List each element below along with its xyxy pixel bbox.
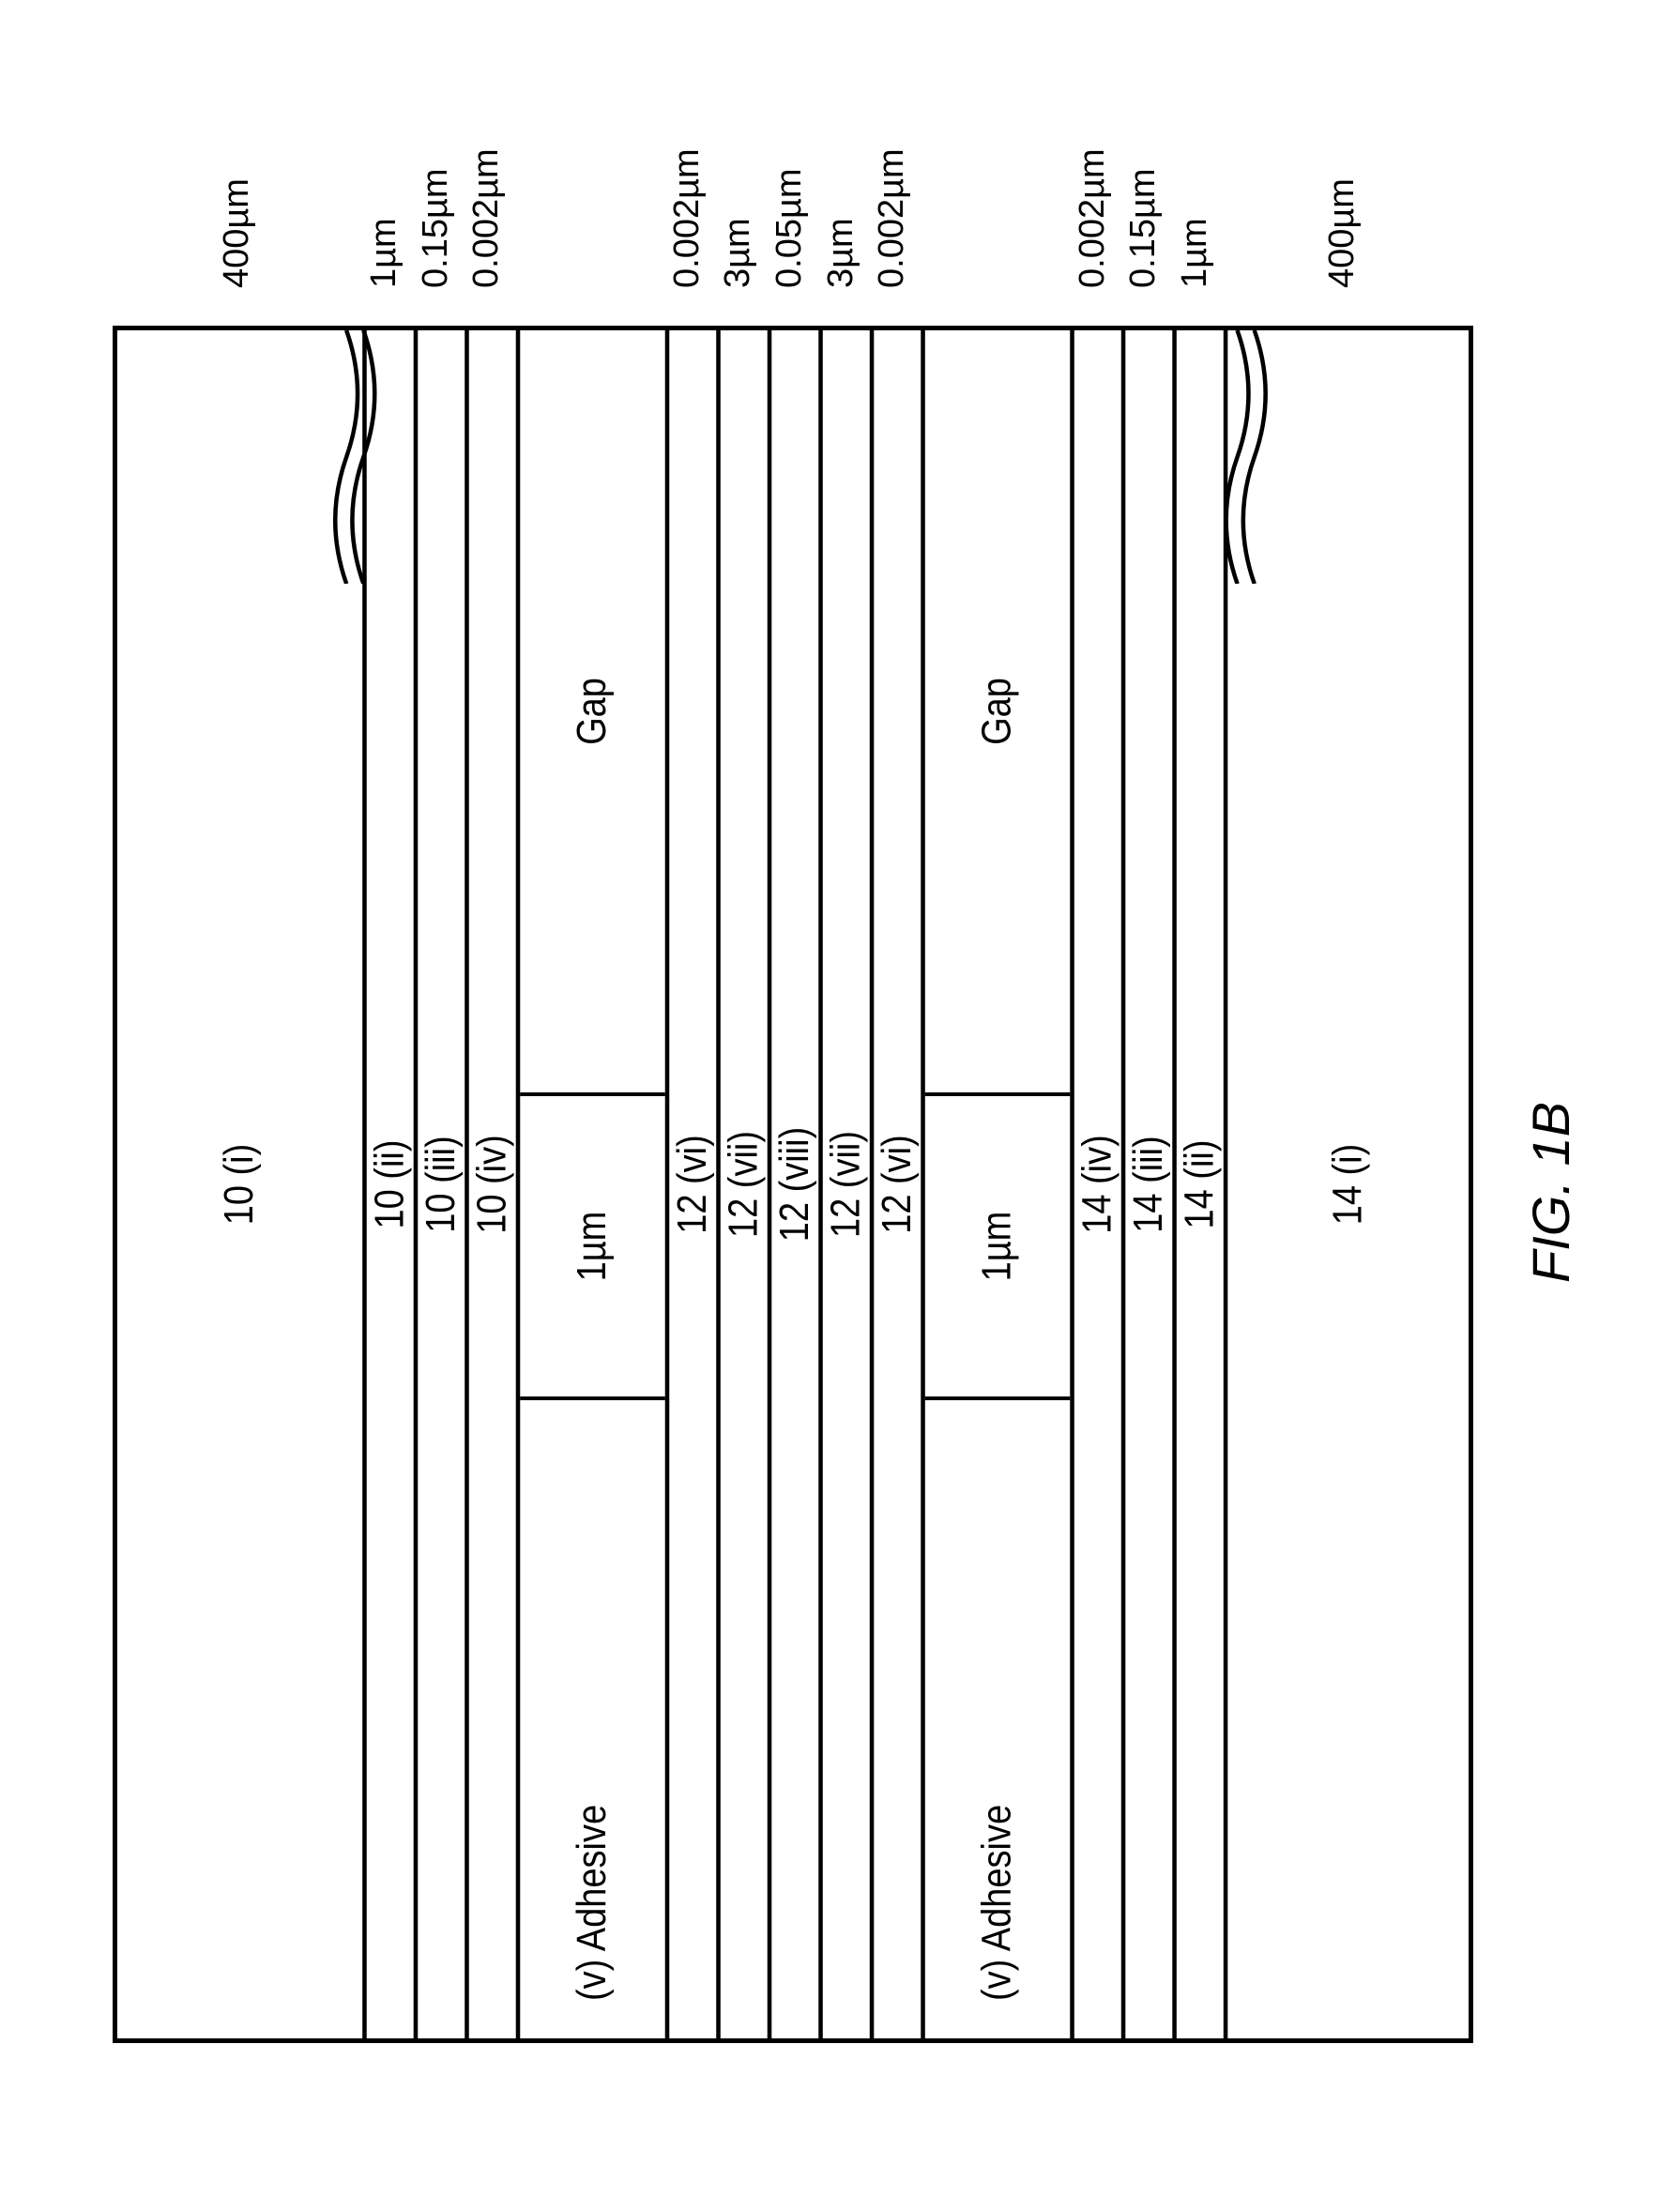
gap-row: (v) Adhesive1µmGap — [516, 330, 665, 2038]
layer-label: 12 (vii) — [721, 1131, 767, 1238]
thickness-label: 0.002µm — [872, 148, 912, 288]
layer-label: 12 (vii) — [823, 1131, 869, 1238]
thickness-label: 1µm — [1175, 218, 1215, 288]
layer-row: 10 (iii) — [414, 330, 465, 2038]
thickness-label: 0.15µm — [416, 168, 456, 288]
thickness-label: 0.15µm — [1123, 168, 1164, 288]
layer-label: 14 (iii) — [1126, 1136, 1172, 1232]
layer-row: 12 (vii) — [818, 330, 870, 2038]
layer-label: 10 (iv) — [469, 1135, 515, 1234]
layer-label: 14 (ii) — [1177, 1139, 1223, 1228]
wavy-break-icon — [1222, 330, 1254, 584]
figure-caption: FIG. 1B — [1520, 1102, 1581, 1283]
layer-row: 10 (ii) — [362, 330, 414, 2038]
layer-label: 10 (i) — [217, 1144, 263, 1226]
gap-thickness-box: 1µm — [925, 1092, 1070, 1396]
layer-label: 14 (iv) — [1074, 1135, 1120, 1234]
layer-stack-diagram: 10 (i) 10 (ii)10 (iii)10 (iv)(v) Adhesiv… — [113, 326, 1473, 2043]
thickness-label: 3µm — [718, 218, 758, 288]
canvas: 10 (i) 10 (ii)10 (iii)10 (iv)(v) Adhesiv… — [0, 0, 1660, 2212]
layer-label: 14 (i) — [1325, 1144, 1371, 1226]
layer-row: 12 (viii) — [768, 330, 819, 2038]
thickness-label: 0.002µm — [1073, 148, 1113, 288]
layer-row: 12 (vi) — [870, 330, 921, 2038]
gap-row: (v) Adhesive1µmGap — [921, 330, 1070, 2038]
layer-column: 10 (i) 10 (ii)10 (iii)10 (iv)(v) Adhesiv… — [117, 330, 1652, 2038]
thickness-label: 0.002µm — [466, 148, 507, 288]
layer-label: 10 (ii) — [367, 1139, 413, 1228]
thickness-label: 0.05µm — [769, 168, 810, 288]
layer-row: 12 (vii) — [716, 330, 768, 2038]
layer-row: 14 (i) — [1224, 330, 1469, 2038]
gap-thickness-box: 1µm — [520, 1092, 664, 1396]
layer-row: 14 (ii) — [1172, 330, 1224, 2038]
adhesive-box: (v) Adhesive — [520, 1396, 664, 2038]
thickness-label: 1µm — [364, 218, 404, 288]
adhesive-box: (v) Adhesive — [925, 1396, 1070, 2038]
page-rotated: 10 (i) 10 (ii)10 (iii)10 (iv) (v) Adhesiv… — [0, 552, 1660, 2212]
thickness-label: 3µm — [821, 218, 861, 288]
gap-label-box: Gap — [925, 330, 1070, 1092]
thickness-label: 400µm — [1322, 178, 1363, 288]
layer-row: 14 (iv) — [1070, 330, 1121, 2038]
thickness-label: 0.002µm — [667, 148, 708, 288]
layer-row: 12 (vi) — [665, 330, 717, 2038]
layer-label: 12 (vi) — [670, 1135, 716, 1234]
wavy-break-icon — [330, 330, 362, 584]
layer-row: 14 (iii) — [1121, 330, 1173, 2038]
layer-label: 12 (viii) — [772, 1127, 818, 1242]
wavy-break-icon — [1239, 330, 1271, 584]
layer-label: 10 (iii) — [419, 1136, 464, 1232]
layer-row: 10 (i) — [117, 330, 362, 2038]
layer-row: 10 (iv) — [464, 330, 516, 2038]
thickness-label: 400µm — [217, 178, 257, 288]
layer-label: 12 (vi) — [875, 1135, 921, 1234]
gap-label-box: Gap — [520, 330, 664, 1092]
